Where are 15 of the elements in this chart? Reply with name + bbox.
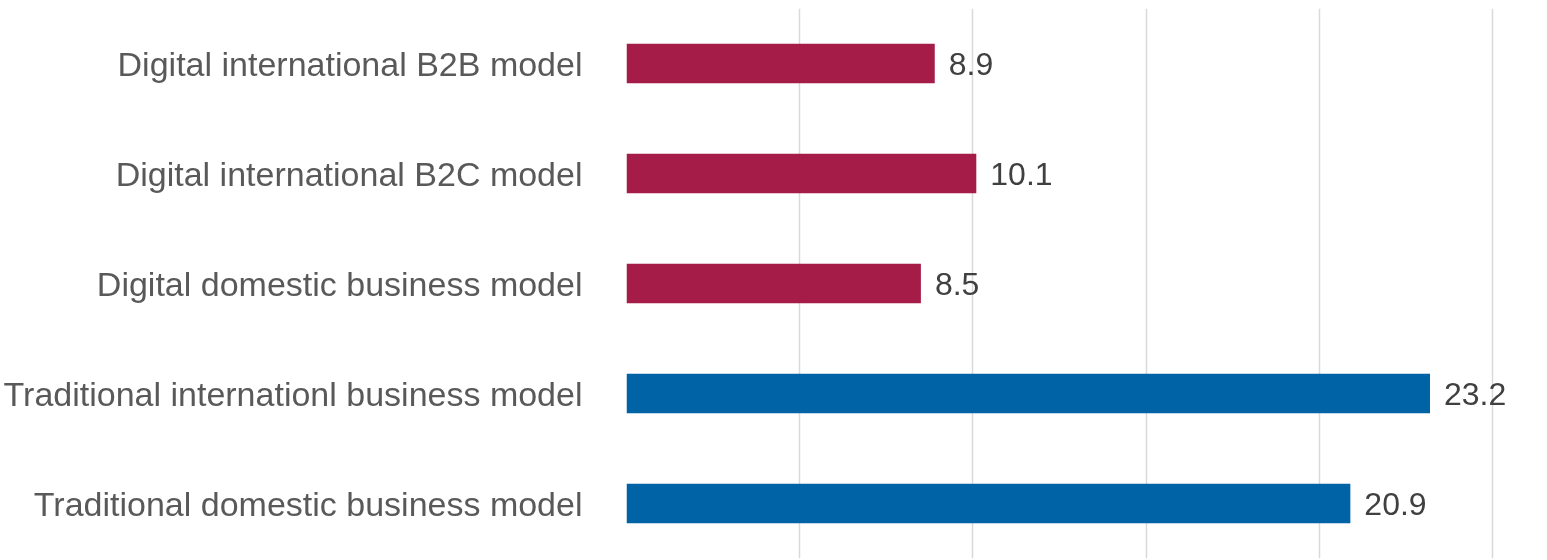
data-label: 8.9 bbox=[948, 45, 994, 82]
bar bbox=[626, 373, 1431, 414]
y-tick-label: Digital domestic business model bbox=[96, 264, 583, 303]
y-tick-label: Digital international B2B model bbox=[117, 44, 583, 83]
data-label: 10.1 bbox=[990, 155, 1053, 192]
bar bbox=[626, 43, 935, 84]
data-label: 8.5 bbox=[934, 265, 980, 302]
y-tick-label: Traditional domestic business model bbox=[33, 484, 583, 523]
data-label: 20.9 bbox=[1364, 485, 1427, 522]
data-label: 23.2 bbox=[1444, 375, 1507, 412]
y-tick-label: Traditional internationl business model bbox=[3, 374, 583, 413]
bar bbox=[626, 483, 1351, 524]
bar bbox=[626, 263, 921, 304]
y-tick-label: Digital international B2C model bbox=[115, 154, 583, 193]
bar bbox=[626, 153, 977, 194]
